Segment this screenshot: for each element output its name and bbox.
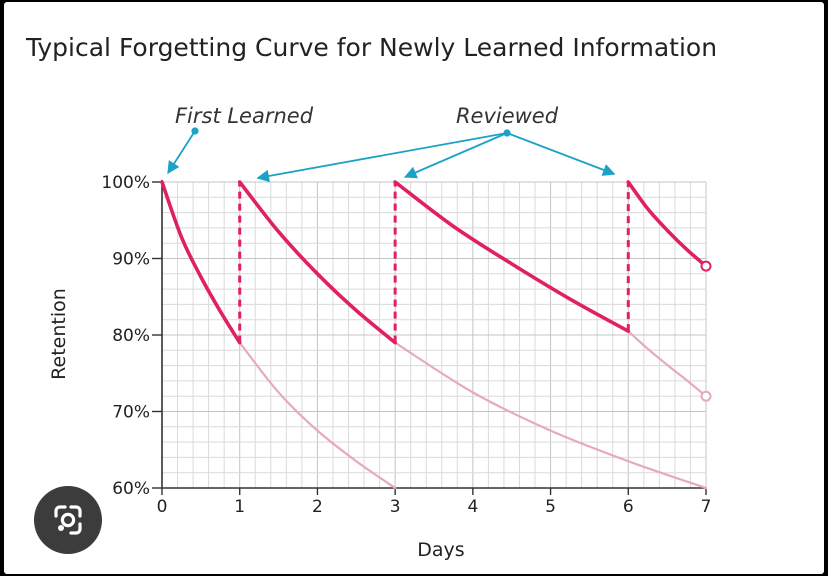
y-tick-label: 90%	[112, 250, 150, 270]
forgetting-without-review-curve	[394, 341, 708, 490]
x-tick-label: 5	[545, 497, 556, 517]
x-tick-label: 3	[390, 497, 401, 517]
y-tick-label: 70%	[112, 403, 150, 423]
grid	[161, 181, 707, 489]
annotation-first-learned: First Learned	[175, 104, 314, 128]
series-layer	[160, 180, 712, 490]
y-tick-label: 60%	[112, 479, 150, 499]
x-tick-label: 0	[157, 497, 168, 517]
retention-with-review-curve	[626, 180, 708, 268]
x-tick-label: 7	[701, 497, 712, 517]
x-tick-label: 6	[623, 497, 634, 517]
y-tick-label: 80%	[112, 326, 150, 346]
chart-frame: Typical Forgetting Curve for Newly Learn…	[4, 2, 824, 574]
x-tick-label: 1	[234, 497, 245, 517]
forgetting-without-review-curve	[238, 341, 397, 490]
axes: 0 1 2 3 4 5 6 7 60% 70% 80% 90% 100%	[101, 173, 711, 517]
annotation-arrow	[256, 132, 508, 183]
retention-with-review-curve	[160, 180, 242, 345]
retention-with-review-curve	[393, 180, 631, 333]
google-lens-button[interactable]	[34, 486, 102, 554]
annotation-arrow	[403, 132, 508, 179]
curve-end-marker	[700, 390, 712, 402]
x-tick-label: 4	[467, 497, 478, 517]
y-tick-label: 100%	[101, 173, 150, 193]
y-axis-label: Retention	[48, 288, 70, 380]
curve-end-marker	[700, 260, 712, 272]
x-tick-label: 2	[312, 497, 323, 517]
annotation-layer: First Learned Reviewed	[167, 104, 616, 183]
chart-title: Typical Forgetting Curve for Newly Learn…	[25, 33, 717, 62]
annotation-reviewed: Reviewed	[456, 104, 559, 128]
forgetting-curve-chart: Typical Forgetting Curve for Newly Learn…	[25, 33, 717, 561]
annotation-arrow	[167, 130, 196, 175]
annotation-arrow	[506, 132, 616, 176]
forgetting-without-review-curve	[627, 330, 708, 398]
retention-with-review-curve	[237, 180, 397, 345]
x-axis-label: Days	[417, 539, 464, 561]
google-lens-icon	[54, 505, 82, 535]
